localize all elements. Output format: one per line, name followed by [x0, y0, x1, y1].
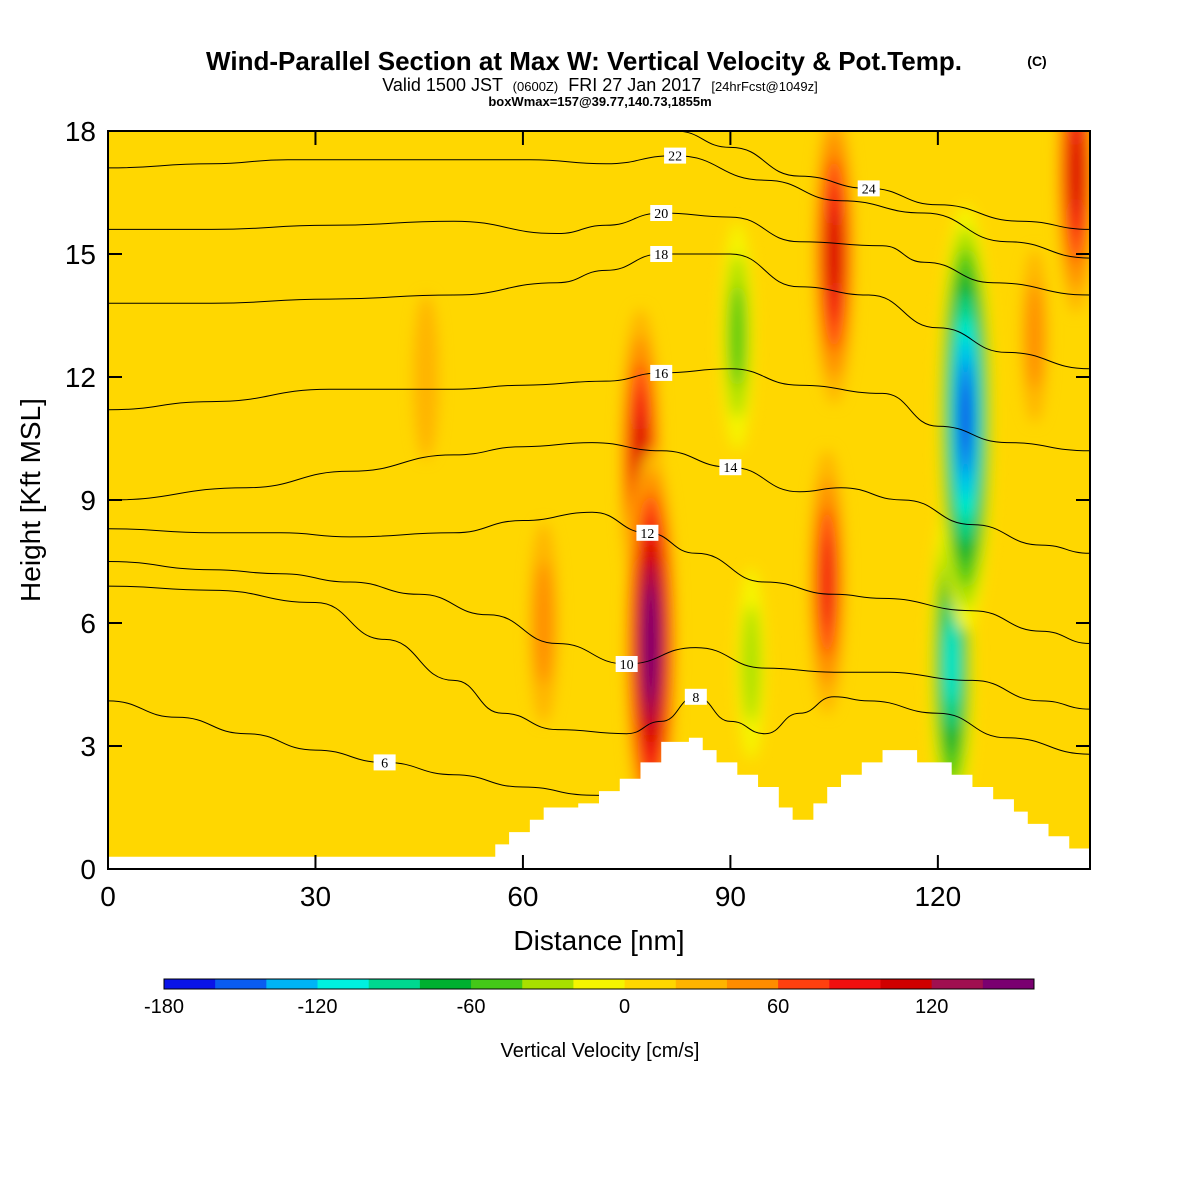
- chart-title: Wind-Parallel Section at Max W: Vertical…: [206, 46, 962, 76]
- velocity-core-ring: [1070, 131, 1082, 213]
- field-background: [108, 131, 1090, 869]
- copyright-mark: (C): [1027, 53, 1046, 69]
- contour-label-box: [650, 205, 673, 221]
- velocity-core-ring: [646, 607, 656, 680]
- x-tick-label: 0: [100, 881, 116, 912]
- colorbar-swatch: [522, 979, 574, 989]
- contour-label-10: 10: [620, 658, 634, 673]
- y-tick-label: 0: [80, 854, 96, 885]
- contour-label-22: 22: [668, 150, 682, 165]
- contour-label-box: [650, 246, 673, 262]
- valid-main: Valid 1500 JST: [382, 75, 503, 95]
- y-tick-label: 15: [65, 239, 96, 270]
- contour-label-8: 8: [692, 691, 699, 706]
- colorbar-swatch: [624, 979, 677, 989]
- velocity-core-ring: [961, 382, 971, 454]
- velocity-core-ring: [742, 604, 760, 724]
- contour-label-24: 24: [862, 182, 876, 197]
- contour-label-18: 18: [654, 248, 668, 263]
- colorbar-tick-label: -60: [457, 996, 486, 1018]
- contour-label-6: 6: [381, 756, 388, 771]
- colorbar-swatch: [368, 979, 421, 989]
- colorbar-swatch: [880, 979, 933, 989]
- boxwmax-info: boxWmax=157@39.77,140.73,1855m: [488, 94, 711, 109]
- contour-label-16: 16: [654, 367, 668, 382]
- contour-label-box: [719, 459, 742, 476]
- y-tick-label: 12: [65, 362, 96, 393]
- y-tick-label: 6: [80, 608, 96, 639]
- colorbar-swatch: [573, 979, 626, 989]
- y-axis: 0 3 6 9 12 15 18: [65, 116, 1090, 885]
- theta-contour-20: [108, 212, 1090, 296]
- contour-label-20: 20: [654, 207, 668, 222]
- colorbar-tick-label: 60: [767, 996, 789, 1018]
- colorbar-tick-label: -180: [144, 996, 184, 1018]
- terrain-mask: [108, 737, 1090, 869]
- y-tick-label: 18: [65, 116, 96, 147]
- x-axis: 0 30 60 90 120: [100, 131, 961, 912]
- colorbar-tick-label: 0: [619, 996, 630, 1018]
- colorbar-swatch: [317, 979, 370, 989]
- x-tick-label: 90: [715, 881, 746, 912]
- contour-labels: 6 8 10 12 14 16 18 20 22 24: [373, 147, 880, 771]
- contour-label-box: [615, 656, 638, 672]
- valid-utc: (0600Z): [513, 79, 559, 94]
- velocity-core-ring: [828, 211, 840, 297]
- colorbar-swatch: [778, 979, 830, 989]
- y-axis-label: Height [Kft MSL]: [15, 398, 46, 602]
- valid-date: FRI 27 Jan 2017: [568, 75, 701, 95]
- contour-label-box: [650, 364, 673, 381]
- vertical-velocity-field: [413, 131, 1090, 839]
- valid-time-line: Valid 1500 JST (0600Z) FRI 27 Jan 2017 […: [382, 75, 818, 95]
- y-tick-label: 9: [80, 485, 96, 516]
- x-tick-label: 120: [914, 881, 961, 912]
- colorbar-swatch: [419, 979, 472, 989]
- contour-label-box: [664, 147, 687, 164]
- contour-label-box: [636, 524, 659, 541]
- x-tick-label: 60: [507, 881, 538, 912]
- velocity-core-ring: [820, 536, 834, 628]
- velocity-core-ring: [1026, 282, 1043, 390]
- colorbar-frame: [163, 978, 1035, 990]
- colorbar-swatch: [931, 979, 984, 989]
- colorbar-swatch: [726, 979, 779, 989]
- colorbar-tick-label: -120: [298, 996, 338, 1018]
- velocity-core-ring: [730, 285, 745, 387]
- colorbar-swatch: [675, 979, 728, 989]
- velocity-core-ring: [534, 561, 553, 685]
- y-tick-label: 3: [80, 731, 96, 762]
- theta-contour-8: [108, 585, 1090, 755]
- contour-label-box: [373, 754, 396, 771]
- colorbar-swatch: [982, 979, 1035, 989]
- velocity-core-ring: [413, 294, 439, 460]
- colorbar-swatch: [215, 979, 267, 989]
- contour-label-box: [857, 180, 880, 197]
- forecast-info: [24hrFcst@1049z]: [711, 79, 817, 94]
- x-tick-label: 30: [300, 881, 331, 912]
- colorbar-label: Vertical Velocity [cm/s]: [501, 1040, 700, 1062]
- colorbar-swatch: [829, 979, 881, 989]
- colorbar-swatch: [266, 979, 319, 989]
- contour-label-14: 14: [723, 461, 737, 476]
- velocity-core-ring: [946, 623, 958, 705]
- theta-contour-14: [108, 442, 1090, 554]
- colorbar-swatch: [471, 979, 523, 989]
- colorbar-swatch: [164, 979, 216, 989]
- colorbar: -180 -120 -60 0 60 120: [144, 978, 1035, 1018]
- contour-label-box: [684, 688, 707, 705]
- theta-contour-22: [108, 155, 1090, 259]
- colorbar-tick-label: 120: [915, 996, 948, 1018]
- x-axis-label: Distance [nm]: [513, 925, 684, 956]
- contour-label-12: 12: [640, 527, 654, 542]
- plot-area: [108, 131, 1090, 869]
